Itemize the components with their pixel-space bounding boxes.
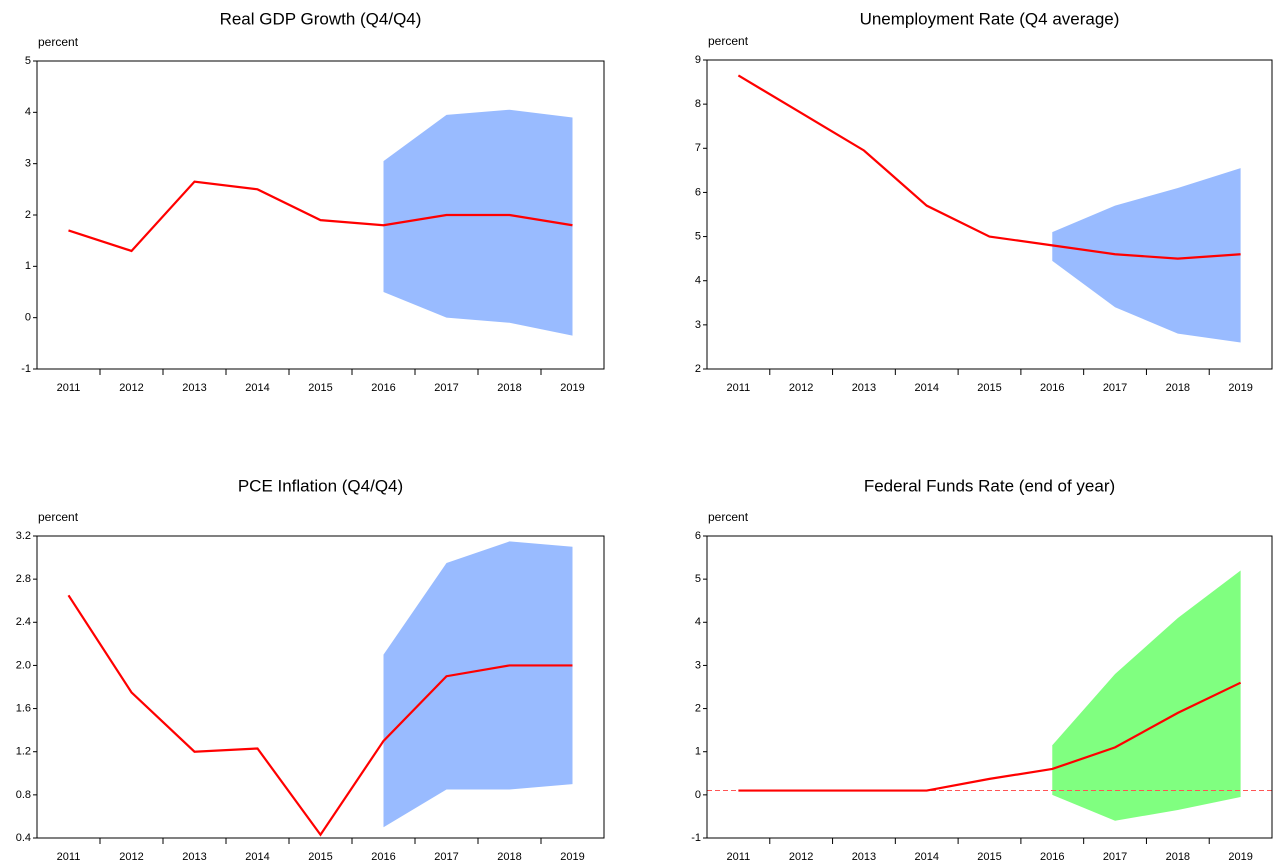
plot-frame: [706, 59, 1273, 370]
x-tick-label: 2017: [1103, 382, 1127, 394]
x-tick-label: 2012: [789, 382, 813, 394]
chart-title: Federal Funds Rate (end of year): [864, 476, 1115, 495]
x-tick-label: 2014: [245, 382, 269, 394]
x-tick-label: 2015: [977, 382, 1001, 394]
plot-frame: [36, 535, 605, 839]
x-tick-label: 2016: [371, 851, 395, 863]
x-tick-label: 2014: [914, 382, 938, 394]
confidence-band: [383, 109, 573, 336]
x-tick-label: 2013: [852, 382, 876, 394]
series-line: [738, 681, 1242, 792]
x-tick-label: 2012: [789, 851, 813, 863]
x-tick-label: 2018: [1166, 382, 1190, 394]
x-tick-label: 2011: [57, 851, 81, 863]
chart-title: PCE Inflation (Q4/Q4): [238, 476, 403, 495]
x-tick-label: 2016: [1040, 382, 1064, 394]
x-tick-label: 2015: [308, 382, 332, 394]
x-tick-label: 2018: [497, 382, 521, 394]
y-tick-label: 0: [25, 312, 31, 324]
y-tick-label: 3: [695, 319, 701, 331]
y-tick-label: 1.6: [16, 702, 31, 714]
plot-frame: [706, 535, 1273, 839]
x-tick-label: 2017: [1103, 851, 1127, 863]
y-tick-label: 5: [695, 230, 701, 242]
x-tick-label: 2019: [1228, 382, 1252, 394]
series-line: [68, 180, 573, 253]
y-tick-label: 4: [25, 106, 31, 118]
x-tick-label: 2016: [371, 382, 395, 394]
y-tick-label: 0.4: [16, 832, 31, 844]
chart-title: Unemployment Rate (Q4 average): [860, 9, 1120, 28]
x-tick-label: 2017: [434, 382, 458, 394]
y-tick-label: 9: [695, 54, 701, 66]
x-tick-label: 2016: [1040, 851, 1064, 863]
series-line: [737, 74, 1241, 260]
y-axis-label: percent: [38, 35, 79, 49]
y-tick-label: 3: [695, 659, 701, 671]
y-tick-label: 5: [695, 573, 701, 585]
y-tick-label: 0.8: [16, 789, 31, 801]
y-tick-label: 4: [695, 616, 701, 628]
y-tick-label: 2.8: [16, 573, 31, 585]
x-tick-label: 2014: [245, 851, 269, 863]
series-line: [67, 594, 573, 837]
confidence-band: [383, 541, 573, 828]
x-tick-label: 2019: [560, 851, 584, 863]
y-tick-label: 2: [25, 209, 31, 221]
x-tick-label: 2011: [727, 851, 751, 863]
x-tick-label: 2017: [434, 851, 458, 863]
x-tick-label: 2014: [914, 851, 938, 863]
y-tick-label: 2: [695, 363, 701, 375]
y-tick-label: 6: [695, 186, 701, 198]
y-tick-label: 2.0: [16, 659, 31, 671]
x-tick-label: 2012: [119, 382, 143, 394]
x-tick-label: 2015: [308, 851, 332, 863]
y-tick-label: 1: [25, 260, 31, 272]
y-tick-label: 7: [695, 142, 701, 154]
x-tick-label: 2018: [497, 851, 521, 863]
y-axis-label: percent: [708, 510, 749, 524]
x-tick-label: 2018: [1166, 851, 1190, 863]
y-tick-label: 8: [695, 98, 701, 110]
x-tick-label: 2012: [119, 851, 143, 863]
y-tick-label: 1: [695, 746, 701, 758]
x-tick-label: 2011: [57, 382, 81, 394]
y-tick-label: 0: [695, 789, 701, 801]
x-tick-label: 2019: [560, 382, 584, 394]
y-tick-label: -1: [21, 363, 31, 375]
y-tick-label: 2.4: [16, 616, 31, 628]
y-axis-label: percent: [708, 34, 749, 48]
x-tick-label: 2013: [182, 851, 206, 863]
x-tick-label: 2013: [852, 851, 876, 863]
x-tick-label: 2015: [977, 851, 1001, 863]
y-tick-label: 1.2: [16, 746, 31, 758]
y-tick-label: 2: [695, 702, 701, 714]
y-tick-label: 3.2: [16, 530, 31, 542]
y-tick-label: -1: [691, 832, 701, 844]
x-tick-label: 2013: [182, 382, 206, 394]
confidence-band: [1052, 570, 1241, 821]
y-tick-label: 6: [695, 530, 701, 542]
y-axis-label: percent: [38, 510, 79, 524]
confidence-band: [1052, 168, 1241, 343]
x-tick-label: 2019: [1228, 851, 1252, 863]
y-tick-label: 5: [25, 55, 31, 67]
chart-title: Real GDP Growth (Q4/Q4): [220, 9, 422, 28]
y-tick-label: 4: [695, 275, 701, 287]
y-tick-label: 3: [25, 158, 31, 170]
x-tick-label: 2011: [727, 382, 751, 394]
